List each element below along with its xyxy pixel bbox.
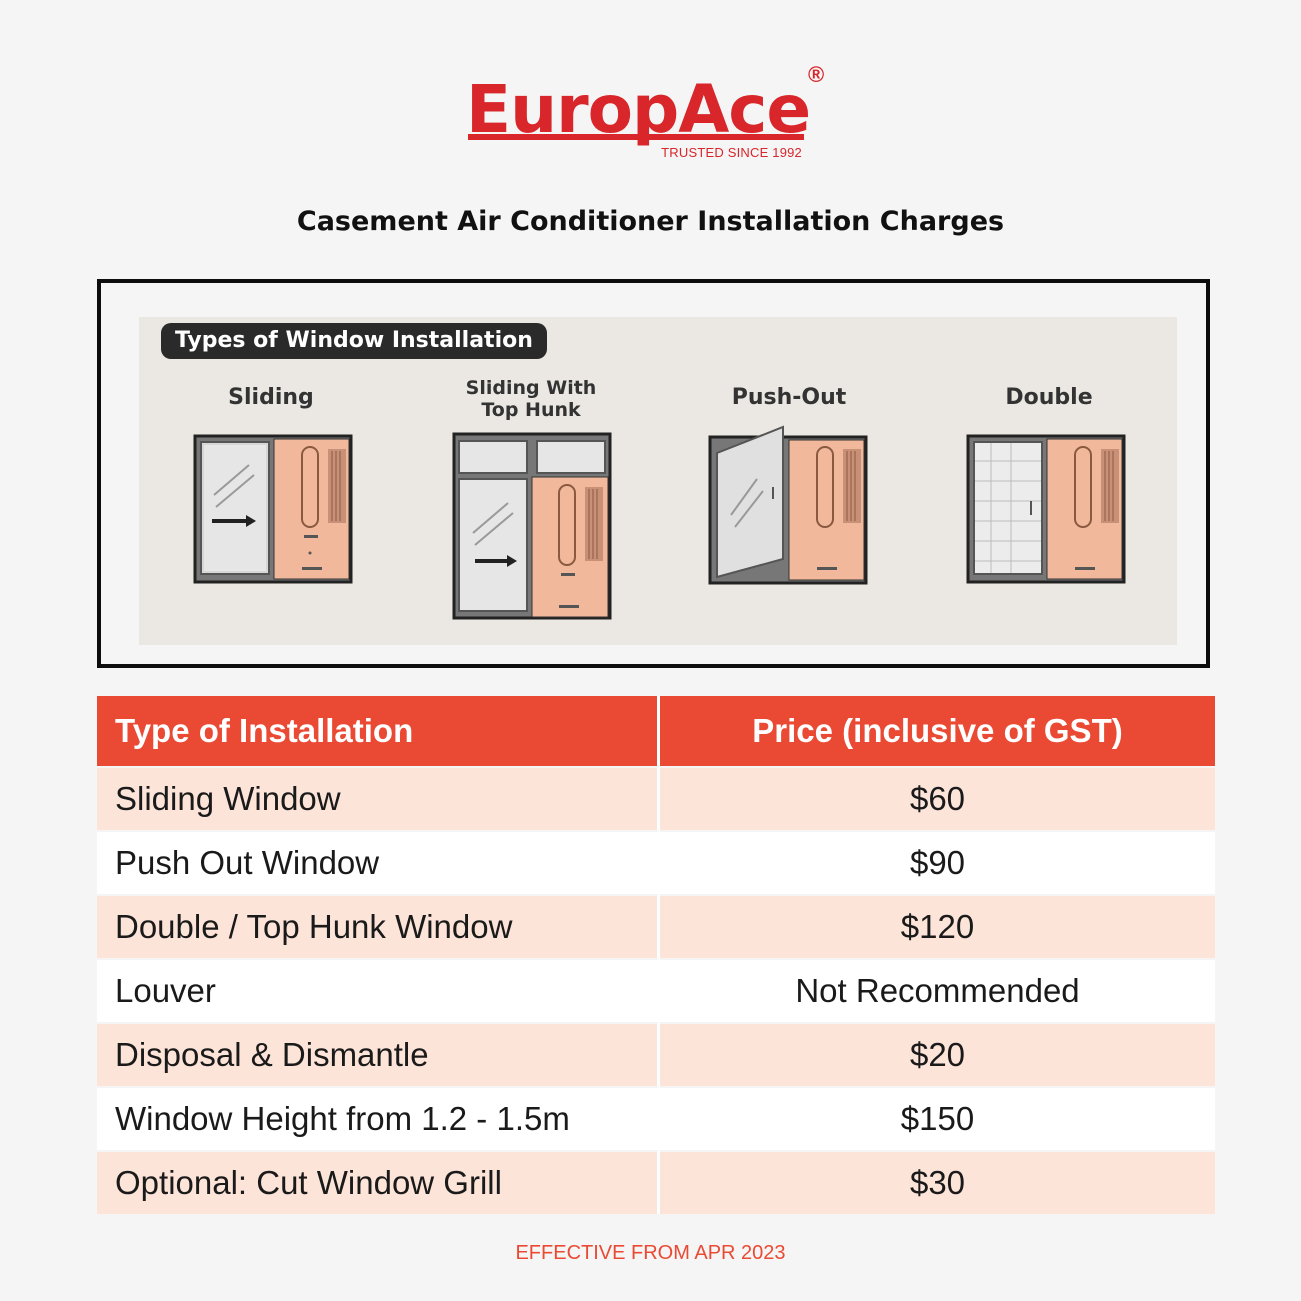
window-types-badge: Types of Window Installation [161,323,547,359]
row-price: $90 [660,830,1215,894]
row-type: Louver [97,958,660,1022]
column-header-price: Price (inclusive of GST) [660,696,1215,766]
row-type: Sliding Window [97,766,660,830]
window-label-sliding-top-hunk: Sliding With Top Hunk [441,377,621,421]
push-out-window-icon [708,425,868,585]
sliding-top-hunk-window-icon [452,432,612,620]
table-row: Double / Top Hunk Window $120 [97,894,1215,958]
table-row: Window Height from 1.2 - 1.5m $150 [97,1086,1215,1150]
row-price: Not Recommended [660,958,1215,1022]
double-window-icon [966,434,1126,584]
table-row: Sliding Window $60 [97,766,1215,830]
table-row: Push Out Window $90 [97,830,1215,894]
brand-tagline: TRUSTED SINCE 1992 [661,145,802,160]
window-label-line2: Top Hunk [481,399,581,421]
row-price: $30 [660,1150,1215,1214]
row-price: $150 [660,1086,1215,1150]
row-type: Disposal & Dismantle [97,1022,660,1086]
row-price: $20 [660,1022,1215,1086]
price-table: Type of Installation Price (inclusive of… [97,696,1215,1214]
page-title: Casement Air Conditioner Installation Ch… [296,206,1005,237]
row-type: Double / Top Hunk Window [97,894,660,958]
row-price: $120 [660,894,1215,958]
sliding-window-icon [193,434,353,584]
table-row: Louver Not Recommended [97,958,1215,1022]
effective-date: EFFECTIVE FROM APR 2023 [515,1242,786,1264]
window-types-area: Types of Window Installation Sliding Sli… [139,317,1177,645]
row-type: Optional: Cut Window Grill [97,1150,660,1214]
table-row: Optional: Cut Window Grill $30 [97,1150,1215,1214]
window-types-panel: Types of Window Installation Sliding Sli… [97,279,1210,668]
row-type: Window Height from 1.2 - 1.5m [97,1086,660,1150]
logo-underline [468,134,804,140]
window-label-double: Double [1005,385,1093,410]
table-header-row: Type of Installation Price (inclusive of… [97,696,1215,766]
window-label-sliding: Sliding [228,385,314,410]
row-price: $60 [660,766,1215,830]
window-label-line1: Sliding With [465,377,597,399]
registered-mark: ® [808,62,825,87]
row-type: Push Out Window [97,830,660,894]
window-label-push-out: Push-Out [731,385,847,410]
brand-logo: EuropAce ® TRUSTED SINCE 1992 [462,62,842,172]
column-header-type: Type of Installation [97,696,660,766]
table-row: Disposal & Dismantle $20 [97,1022,1215,1086]
